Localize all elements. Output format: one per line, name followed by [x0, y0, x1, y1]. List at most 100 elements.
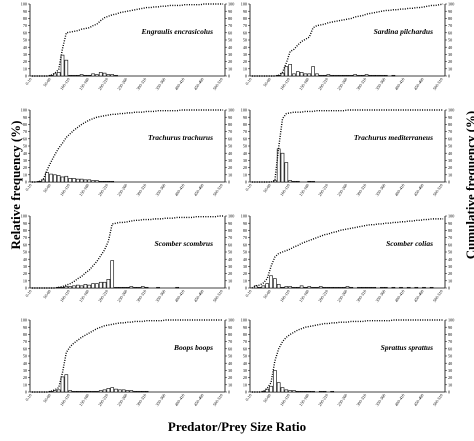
bar: [364, 286, 369, 289]
bar: [91, 390, 95, 393]
x-tick-label: 500-510: [212, 393, 224, 407]
y-tick-label-right: 100: [228, 214, 234, 219]
bar: [118, 286, 122, 289]
y-tick-label-right: 60: [448, 242, 452, 247]
x-tick-label: 100-110: [59, 393, 71, 407]
bar: [75, 284, 80, 289]
y-tick-label-left: 0: [25, 286, 27, 291]
bar: [95, 180, 99, 183]
x-tick-label: 0-10: [244, 77, 253, 86]
x-tick-label: 100-110: [59, 289, 71, 303]
y-tick-label-right: 60: [228, 30, 232, 35]
y-tick-label-left: 10: [243, 382, 247, 387]
x-tick-label: 150-160: [78, 183, 90, 197]
bar: [118, 389, 122, 393]
bar: [60, 286, 65, 289]
y-tick-label-right: 90: [228, 221, 232, 226]
y-tick-label-right: 60: [448, 136, 452, 141]
y-tick-label-left: 20: [243, 375, 247, 380]
y-tick-label-left: 90: [23, 9, 27, 14]
cumulative-line: [31, 109, 224, 183]
x-tick-label: 100-110: [59, 183, 71, 197]
bar: [110, 387, 115, 393]
y-tick-label-left: 30: [243, 264, 247, 269]
bar: [121, 389, 126, 393]
y-tick-label-left: 70: [23, 339, 27, 344]
x-tick-label: 150-160: [298, 393, 310, 407]
bar: [64, 374, 69, 393]
bar: [307, 180, 312, 183]
y-tick-label-right: 10: [448, 66, 452, 71]
bar: [56, 389, 61, 393]
bar: [53, 73, 57, 77]
y-tick-label-left: 100: [241, 2, 247, 7]
y-tick-label-left: 50: [23, 38, 27, 43]
bar: [299, 390, 304, 393]
y-tick-label-left: 80: [23, 16, 27, 21]
panel-8: 0 0 10 10 20 20 30 30 40 40 50 50 60 60 70 70 80 80 90 90 10…: [241, 318, 455, 407]
bar: [98, 180, 103, 183]
bar: [129, 390, 134, 393]
y-tick-label-left: 40: [243, 45, 247, 50]
y-tick-label-left: 40: [23, 361, 27, 366]
x-tick-label: 400-410: [174, 183, 186, 197]
bar: [257, 286, 262, 289]
bar: [273, 180, 277, 183]
y-tick-label-right: 20: [228, 375, 232, 380]
bar: [338, 74, 342, 77]
bar: [341, 74, 346, 77]
bar: [322, 74, 327, 77]
y-tick-label-right: 0: [228, 390, 230, 395]
bar: [280, 387, 285, 393]
y-tick-label-right: 100: [448, 2, 454, 7]
y-tick-label-right: 80: [228, 332, 232, 337]
bar: [349, 286, 354, 289]
bar: [292, 286, 296, 289]
x-tick-label: 300-310: [355, 183, 367, 197]
bar: [295, 390, 300, 393]
y-tick-label-right: 70: [448, 23, 452, 28]
y-tick-label-right: 60: [448, 346, 452, 351]
y-tick-label-left: 70: [243, 23, 247, 28]
bar: [114, 286, 118, 289]
bar: [110, 260, 115, 289]
y-tick-label-left: 100: [21, 318, 27, 323]
x-tick-label: 300-310: [355, 77, 367, 91]
bar: [330, 390, 335, 393]
x-tick-label: 350-360: [374, 77, 386, 91]
bar: [330, 74, 335, 77]
x-tick-label: 400-410: [394, 289, 406, 303]
y-tick-label-right: 90: [448, 221, 452, 226]
bar: [349, 74, 354, 77]
y-tick-label-left: 20: [243, 59, 247, 64]
bar: [414, 286, 419, 289]
bar: [129, 286, 134, 289]
bar: [106, 180, 111, 183]
x-tick-label: 400-410: [394, 393, 406, 407]
y-tick-label-left: 20: [23, 271, 27, 276]
bar: [91, 73, 95, 77]
y-tick-label-right: 50: [228, 354, 232, 359]
bar: [368, 74, 373, 77]
y-tick-label-right: 100: [448, 318, 454, 323]
bar: [326, 74, 331, 77]
bar: [311, 390, 315, 393]
x-tick-label: 200-210: [97, 289, 109, 303]
y-tick-label-right: 70: [448, 339, 452, 344]
y-tick-label-left: 10: [243, 278, 247, 283]
panel-title: Scomber colias: [386, 239, 433, 248]
bar: [391, 74, 396, 77]
bar: [372, 286, 377, 289]
y-tick-label-left: 100: [241, 214, 247, 219]
bar: [140, 286, 145, 289]
x-tick-label: 450-460: [413, 183, 425, 197]
y-tick-label-right: 10: [228, 382, 232, 387]
bar: [295, 71, 300, 77]
x-tick-label: 100-110: [59, 77, 71, 91]
y-tick-label-right: 60: [228, 136, 232, 141]
y-tick-label-left: 40: [23, 257, 27, 262]
y-tick-label-left: 30: [23, 158, 27, 163]
bar: [276, 284, 281, 289]
bar: [334, 74, 338, 77]
